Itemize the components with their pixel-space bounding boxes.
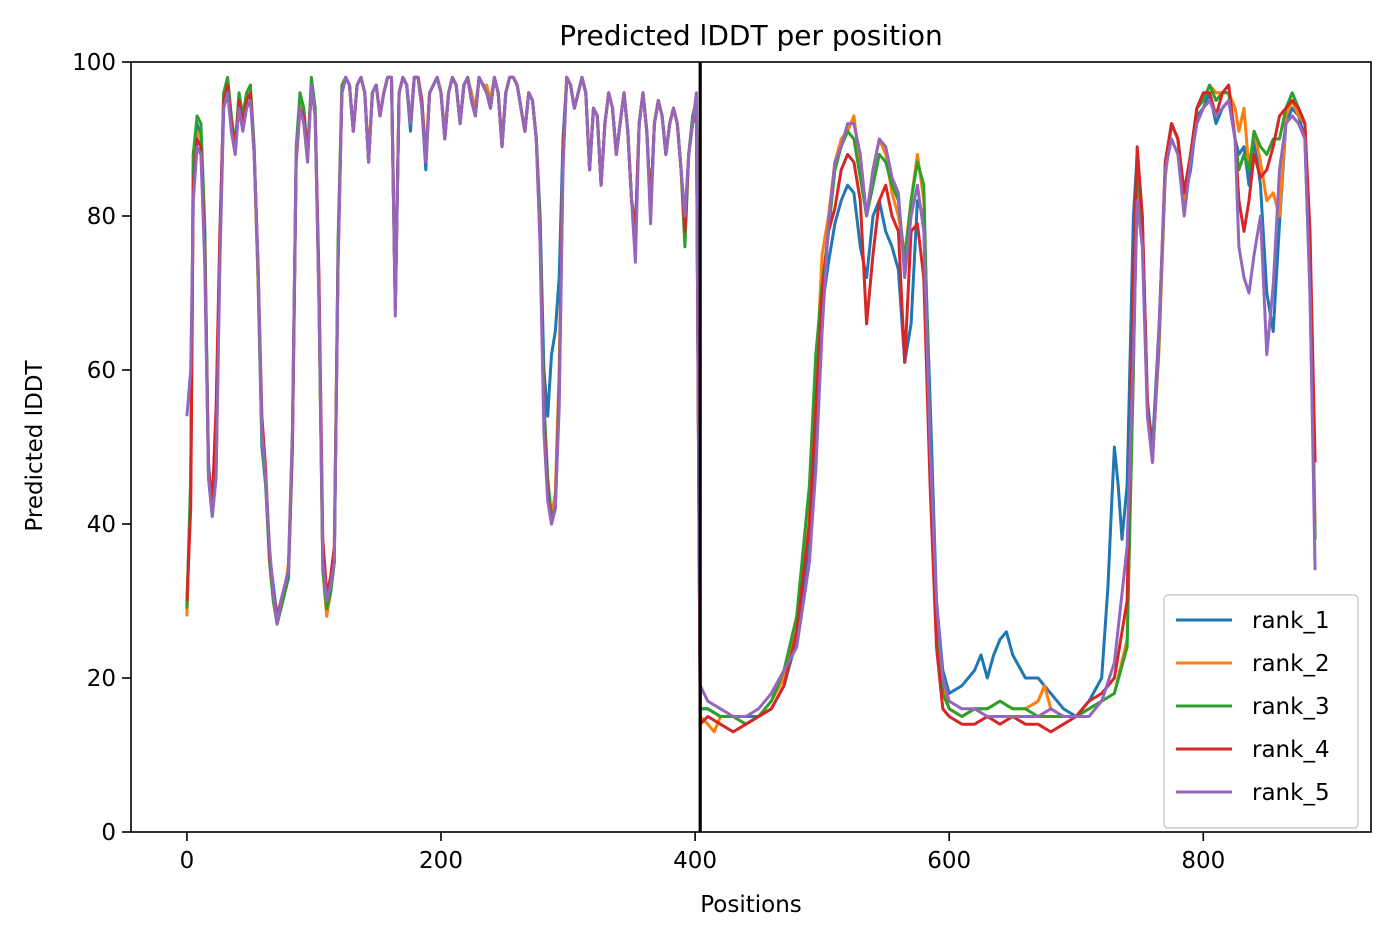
x-axis-label: Positions (700, 892, 802, 918)
x-tick-label: 0 (180, 848, 195, 874)
y-tick-label: 40 (87, 512, 116, 538)
y-axis-label: Predicted lDDT (22, 359, 48, 531)
legend-label-rank-4: rank_4 (1252, 737, 1330, 763)
x-tick-label: 400 (673, 848, 717, 874)
plot-frame (130, 61, 1372, 833)
legend-label-rank-1: rank_1 (1252, 608, 1330, 634)
plot-area (185, 62, 1317, 832)
axis-ticks: 0 200 400 600 800 0 20 40 60 80 100 (72, 50, 1225, 874)
legend-label-rank-5: rank_5 (1252, 780, 1330, 806)
x-tick-label: 200 (419, 848, 463, 874)
y-tick-label: 20 (87, 666, 116, 692)
chart-title: Predicted lDDT per position (559, 19, 943, 52)
legend-box (1163, 594, 1359, 829)
y-tick-label: 0 (101, 820, 116, 846)
legend-label-rank-3: rank_3 (1252, 694, 1330, 720)
x-tick-label: 800 (1181, 848, 1225, 874)
legend: rank_1 rank_2 rank_3 rank_4 rank_5 (1163, 594, 1359, 829)
series-line-rank-5 (185, 75, 1317, 718)
legend-label-rank-2: rank_2 (1252, 651, 1330, 677)
x-tick-label: 600 (927, 848, 971, 874)
y-tick-label: 100 (72, 50, 116, 76)
y-tick-label: 60 (87, 358, 116, 384)
y-tick-label: 80 (87, 204, 116, 230)
